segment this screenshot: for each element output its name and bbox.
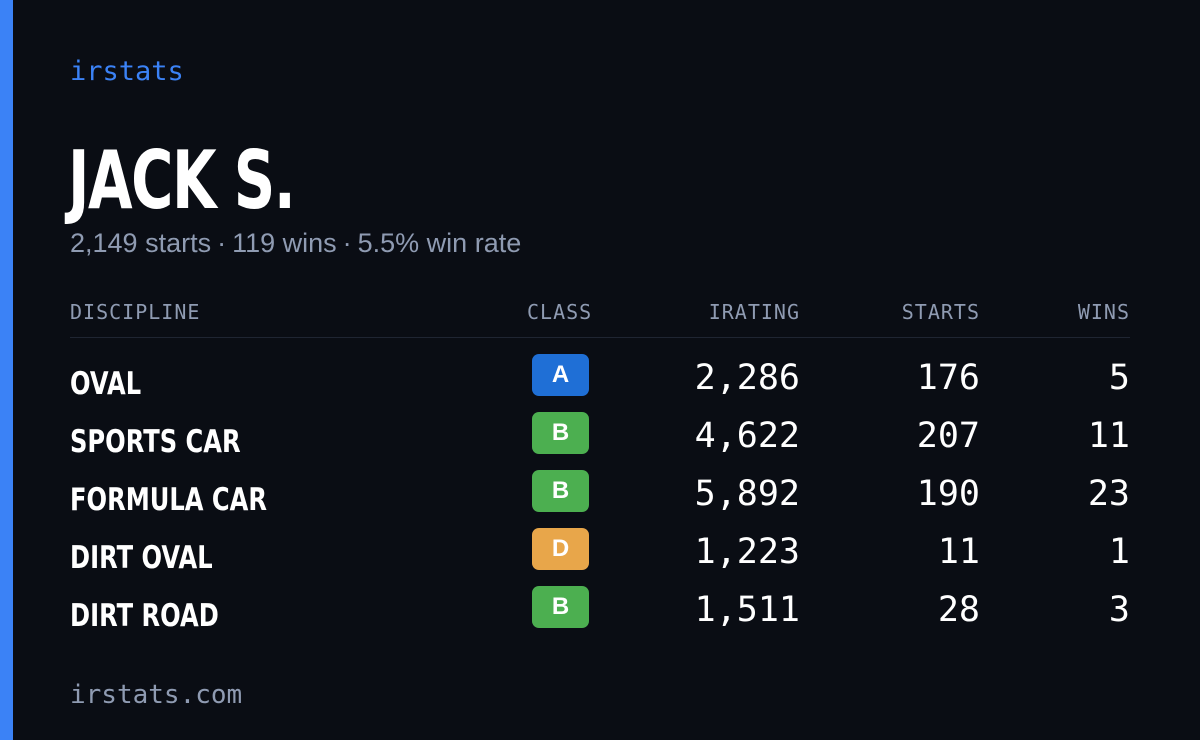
starts-total: 2,149 starts	[70, 228, 212, 258]
irating-value: 5,892	[694, 474, 800, 514]
separator: ·	[342, 228, 352, 258]
starts-value: 28	[937, 590, 980, 630]
brand-logo: irstats	[70, 56, 184, 87]
starts-value: 190	[916, 474, 980, 514]
starts-value: 207	[916, 416, 980, 456]
wins-value: 23	[1087, 474, 1130, 514]
separator: ·	[217, 228, 227, 258]
wins-value: 1	[1108, 532, 1130, 572]
footer-domain: irstats.com	[70, 680, 243, 710]
wins-value: 11	[1087, 416, 1130, 456]
discipline-name: FORMULA CAR	[70, 482, 268, 518]
class-badge: A	[532, 354, 589, 396]
wins-value: 3	[1108, 590, 1130, 630]
irating-value: 1,511	[694, 590, 800, 630]
class-badge: B	[532, 470, 589, 512]
column-header-irating: IRATING	[708, 300, 800, 324]
column-header-discipline: DISCIPLINE	[70, 300, 201, 324]
win-rate: 5.5% win rate	[357, 228, 522, 258]
discipline-name: DIRT ROAD	[70, 598, 219, 634]
irating-value: 1,223	[694, 532, 800, 572]
table-row: OVAL A 2,286 176 5	[70, 354, 1130, 412]
accent-bar	[0, 0, 13, 740]
column-header-wins: WINS	[1077, 300, 1130, 324]
irating-value: 2,286	[694, 358, 800, 398]
discipline-name: DIRT OVAL	[70, 540, 213, 576]
class-badge: B	[532, 412, 589, 454]
class-badge: D	[532, 528, 589, 570]
starts-value: 176	[916, 358, 980, 398]
table-row: DIRT OVAL D 1,223 11 1	[70, 528, 1130, 586]
discipline-name: OVAL	[70, 366, 142, 402]
player-summary: 2,149 starts · 119 wins · 5.5% win rate	[70, 228, 521, 259]
column-header-starts: STARTS	[901, 300, 980, 324]
table-header: DISCIPLINE CLASS IRATING STARTS WINS	[70, 300, 1130, 338]
starts-value: 11	[937, 532, 980, 572]
player-name: JACK S.	[68, 134, 296, 227]
discipline-name: SPORTS CAR	[70, 424, 241, 460]
irating-value: 4,622	[694, 416, 800, 456]
wins-total: 119 wins	[232, 228, 337, 258]
table-row: SPORTS CAR B 4,622 207 11	[70, 412, 1130, 470]
class-badge: B	[532, 586, 589, 628]
table-row: FORMULA CAR B 5,892 190 23	[70, 470, 1130, 528]
table-row: DIRT ROAD B 1,511 28 3	[70, 586, 1130, 644]
column-header-class: CLASS	[527, 300, 593, 324]
wins-value: 5	[1108, 358, 1130, 398]
